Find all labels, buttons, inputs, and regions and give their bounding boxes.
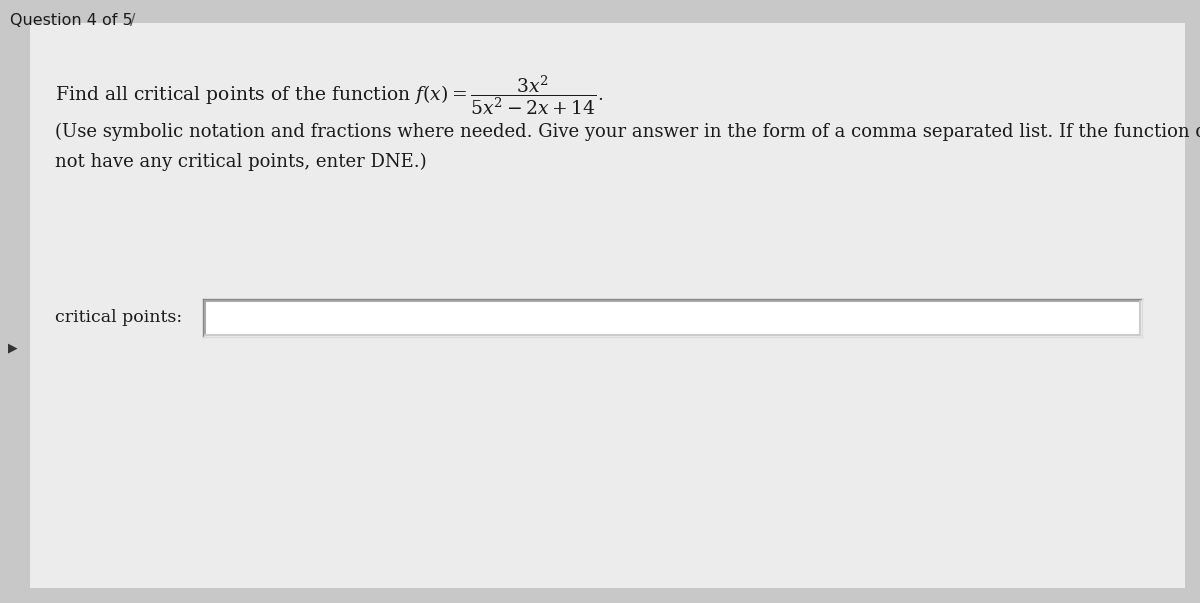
- Text: /: /: [130, 13, 136, 28]
- Text: Question 4 of 5: Question 4 of 5: [10, 13, 133, 28]
- Text: ▶: ▶: [8, 341, 18, 355]
- FancyBboxPatch shape: [30, 23, 1186, 588]
- FancyBboxPatch shape: [205, 301, 1140, 335]
- Text: Find all critical points of the function $f(x) = \dfrac{3x^2}{5x^2-2x+14}.$: Find all critical points of the function…: [55, 73, 604, 117]
- Text: not have any critical points, enter DNE.): not have any critical points, enter DNE.…: [55, 153, 427, 171]
- Text: (Use symbolic notation and fractions where needed. Give your answer in the form : (Use symbolic notation and fractions whe…: [55, 123, 1200, 141]
- Text: critical points:: critical points:: [55, 309, 182, 326]
